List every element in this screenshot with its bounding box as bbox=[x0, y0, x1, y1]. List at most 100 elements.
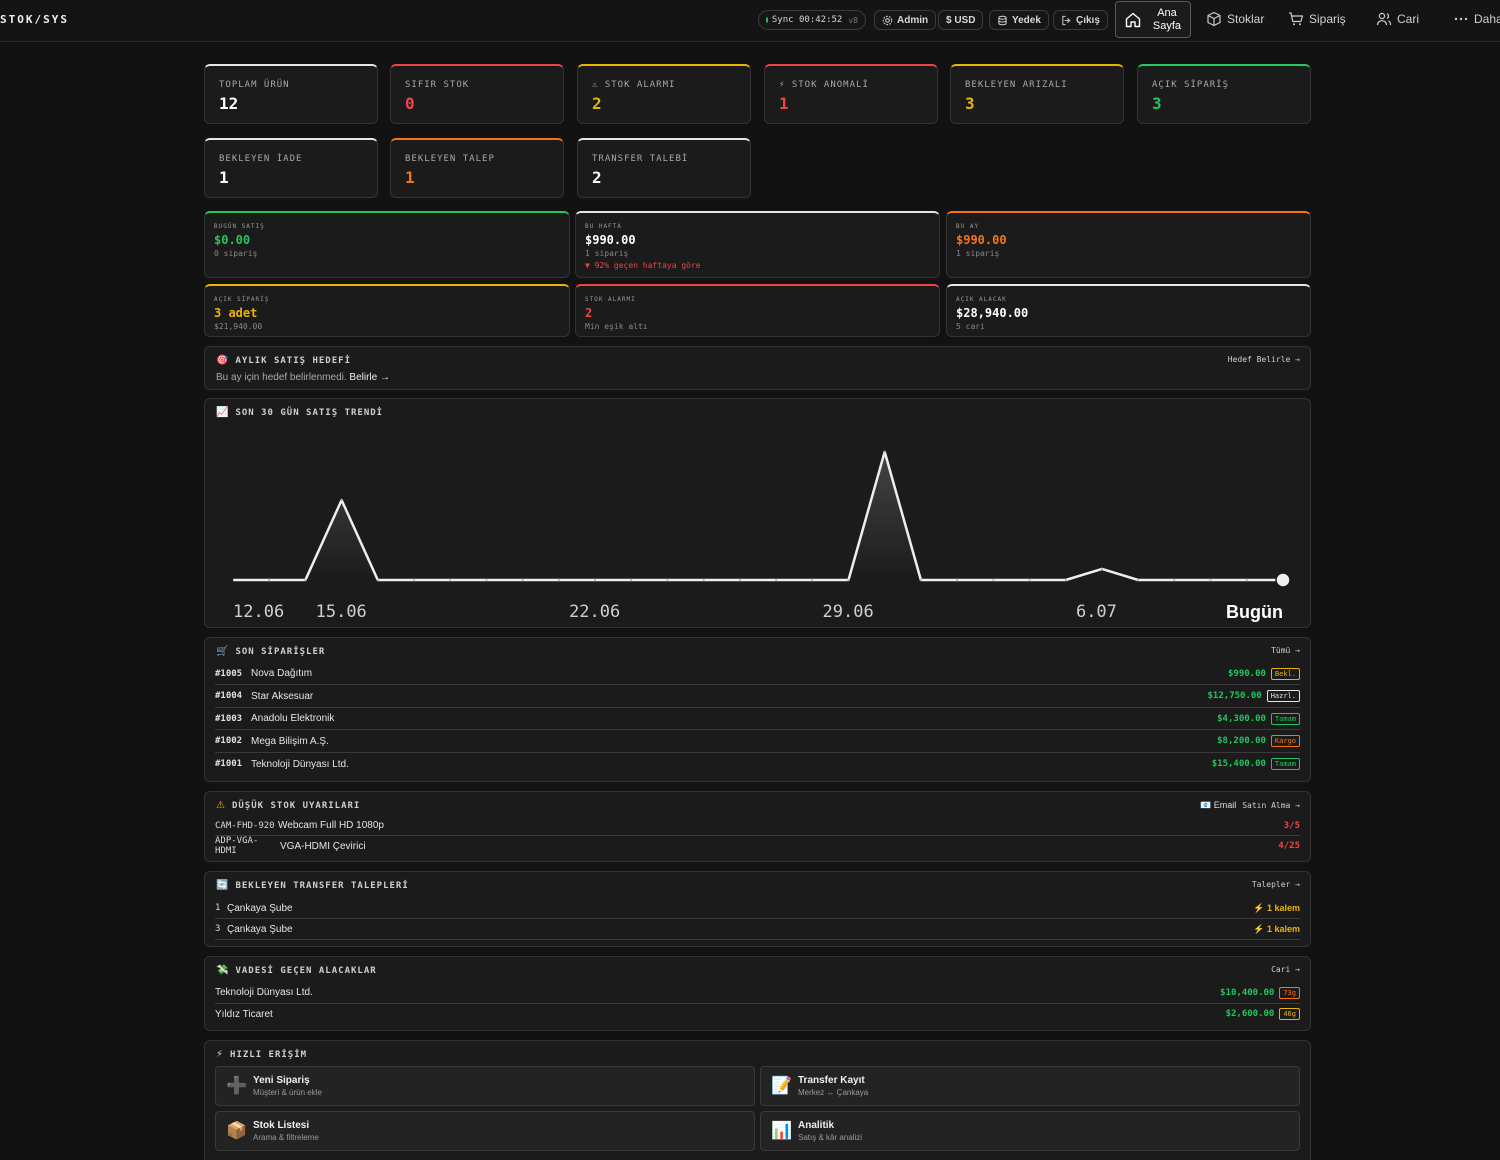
stat-card-stock-anomaly[interactable]: ⚡ STOK ANOMALİ 1 bbox=[764, 64, 938, 124]
stat-value: 12 bbox=[219, 94, 239, 113]
nav-orders[interactable]: Sipariş bbox=[1288, 11, 1346, 27]
all-orders-link[interactable]: Tümü → bbox=[1271, 646, 1300, 655]
stat-card-open-orders[interactable]: AÇIK SİPARİŞ 3 bbox=[1137, 64, 1311, 124]
quick-new-order[interactable]: ➕ Yeni Sipariş Müşteri & ürün ekle bbox=[215, 1066, 755, 1106]
stat-label: AÇIK SİPARİŞ bbox=[1152, 80, 1230, 90]
quick-sub: Satış & kâr analizi bbox=[798, 1133, 863, 1142]
summary-value: $990.00 bbox=[585, 233, 636, 247]
sync-dot-icon bbox=[766, 17, 768, 23]
nav-more[interactable]: Daha bbox=[1453, 11, 1500, 27]
order-row[interactable]: #1005 Nova Dağıtım $990.00 Bekl. bbox=[215, 663, 1300, 685]
stat-card-zero-stock[interactable]: SIFIR STOK 0 bbox=[390, 64, 564, 124]
sync-label: Sync bbox=[771, 15, 794, 25]
email-button[interactable]: 📧 Email bbox=[1199, 800, 1237, 810]
stat-card-pending-returns[interactable]: BEKLEYEN İADE 1 bbox=[204, 138, 378, 198]
refresh-icon: 🔄 bbox=[216, 880, 230, 891]
stat-label: ⚡ STOK ANOMALİ bbox=[779, 80, 869, 90]
summary-trend: ▼ 92% geçen haftaya göre bbox=[585, 261, 701, 270]
backup-button[interactable]: Yedek bbox=[989, 10, 1049, 30]
nav-home[interactable]: Ana Sayfa bbox=[1115, 1, 1191, 38]
summary-card-open-orders[interactable]: AÇIK SİPARİŞ 3 adet $21,940.00 bbox=[204, 284, 570, 337]
section-title: 📈 SON 30 GÜN SATIŞ TRENDİ bbox=[216, 407, 383, 418]
nav-accounts[interactable]: Cari bbox=[1376, 11, 1419, 27]
summary-card-stock-alarm[interactable]: STOK ALARMI 2 Min eşik altı bbox=[575, 284, 940, 337]
section-title-text: AYLIK SATIŞ HEDEFİ bbox=[235, 355, 351, 366]
x-tick-label: Bugün bbox=[1226, 602, 1283, 622]
stat-label: BEKLEYEN ARIZALI bbox=[965, 80, 1068, 90]
section-title: 🛒 SON SİPARİŞLER bbox=[216, 646, 325, 657]
stat-card-stock-alarm[interactable]: ⚠ STOK ALARMI 2 bbox=[577, 64, 751, 124]
quick-title: Analitik bbox=[798, 1120, 835, 1131]
stat-value: 3 bbox=[965, 94, 975, 113]
section-title: 🎯 AYLIK SATIŞ HEDEFİ bbox=[216, 355, 351, 366]
customer-name: Nova Dağıtım bbox=[251, 668, 313, 679]
summary-value: 3 adet bbox=[214, 306, 258, 320]
quick-title: Stok Listesi bbox=[253, 1120, 310, 1131]
x-tick-label: 22.06 bbox=[569, 602, 621, 622]
requests-link[interactable]: Talepler → bbox=[1251, 880, 1300, 889]
summary-card-this-week[interactable]: BU HAFTA $990.00 1 sipariş ▼ 92% geçen h… bbox=[575, 211, 940, 278]
stat-card-pending-requests[interactable]: BEKLEYEN TALEP 1 bbox=[390, 138, 564, 198]
order-amount: $4,300.00 bbox=[1217, 713, 1266, 724]
set-goal-link[interactable]: Hedef Belirle → bbox=[1227, 355, 1300, 364]
trend-line bbox=[233, 450, 1283, 582]
summary-card-open-receivables[interactable]: AÇIK ALACAK $28,940.00 5 cari bbox=[946, 284, 1311, 337]
nav-stock[interactable]: Stoklar bbox=[1206, 11, 1264, 27]
order-amount: $12,750.00 bbox=[1207, 691, 1262, 701]
package-icon: 📦 bbox=[226, 1121, 248, 1141]
order-row[interactable]: #1004 Star Aksesuar $12,750.00 Hazrl. bbox=[215, 686, 1300, 708]
quick-access-panel: ⚡ HIZLI ERİŞİM ➕ Yeni Sipariş Müşteri & … bbox=[204, 1040, 1311, 1160]
logout-button[interactable]: Çıkış bbox=[1053, 10, 1108, 30]
admin-button[interactable]: Admin bbox=[874, 10, 937, 30]
quick-title: Yeni Sipariş bbox=[253, 1075, 310, 1086]
quick-stock-list[interactable]: 📦 Stok Listesi Arama & filtreleme bbox=[215, 1111, 755, 1151]
customer-name: Teknoloji Dünyası Ltd. bbox=[251, 758, 349, 770]
summary-card-today-sales[interactable]: BUGÜN SATIŞ $0.00 0 sipariş bbox=[204, 211, 570, 278]
quick-transfer-record[interactable]: 📝 Transfer Kayıt Merkez ↔ Çankaya bbox=[760, 1066, 1300, 1106]
nav-stock-label: Stoklar bbox=[1227, 12, 1265, 26]
summary-card-this-month[interactable]: BU AY $990.00 1 sipariş bbox=[946, 211, 1311, 278]
money-icon: 💸 bbox=[216, 965, 230, 976]
stat-value: 2 bbox=[592, 168, 602, 187]
transfer-row[interactable]: 3 Çankaya Şube ⚡ 1 kalem bbox=[215, 919, 1300, 940]
admin-label: Admin bbox=[897, 14, 929, 26]
stat-card-pending-faulty[interactable]: BEKLEYEN ARIZALI 3 bbox=[950, 64, 1124, 124]
currency-button[interactable]: $ USD bbox=[938, 10, 984, 30]
order-id: #1001 bbox=[215, 759, 243, 769]
purchase-link[interactable]: Satın Alma → bbox=[1242, 801, 1300, 810]
status-badge: Hazrl. bbox=[1266, 690, 1300, 702]
x-tick-label: 29.06 bbox=[822, 602, 874, 622]
database-icon bbox=[998, 15, 1007, 25]
goal-set-link[interactable]: Belirle → bbox=[349, 372, 390, 383]
nav-accounts-label: Cari bbox=[1397, 12, 1420, 26]
low-stock-row[interactable]: CAM-FHD-920 Webcam Full HD 1080p 3/5 bbox=[215, 816, 1300, 836]
customer-name: Anadolu Elektronik bbox=[251, 713, 335, 724]
order-row[interactable]: #1002 Mega Bilişim A.Ş. $8,200.00 Kargo bbox=[215, 731, 1300, 753]
cart-icon bbox=[1289, 12, 1304, 26]
logout-icon bbox=[1062, 15, 1071, 25]
stat-card-total-products[interactable]: TOPLAM ÜRÜN 12 bbox=[204, 64, 378, 124]
summary-value: $990.00 bbox=[956, 233, 1007, 247]
summary-sub: 1 sipariş bbox=[585, 249, 629, 258]
summary-sub: 0 sipariş bbox=[214, 249, 258, 258]
stat-label: TRANSFER TALEBİ bbox=[592, 154, 689, 164]
home-icon bbox=[1125, 12, 1141, 27]
nav-home-label: Ana Sayfa bbox=[1152, 6, 1182, 32]
quick-analytics[interactable]: 📊 Analitik Satış & kâr analizi bbox=[760, 1111, 1300, 1151]
accounts-link[interactable]: Cari → bbox=[1271, 965, 1300, 974]
brand-logo[interactable]: STOK/SYS bbox=[0, 13, 69, 26]
transfer-row[interactable]: 1 Çankaya Şube ⚡ 1 kalem bbox=[215, 898, 1300, 919]
gear-icon bbox=[882, 15, 893, 25]
quick-sub: Merkez ↔ Çankaya bbox=[798, 1088, 869, 1097]
receivable-row[interactable]: Yıldız Ticaret $2,600.00 46g bbox=[215, 1003, 1300, 1025]
receivable-meta: $2,600.00 46g bbox=[1226, 1008, 1300, 1020]
low-stock-row[interactable]: ADP-VGA-HDMI VGA-HDMI Çevirici 4/25 bbox=[215, 836, 1300, 856]
branch-name: Çankaya Şube bbox=[227, 902, 293, 914]
bar-chart-icon: 📊 bbox=[771, 1121, 793, 1141]
order-row[interactable]: #1001 Teknoloji Dünyası Ltd. $15,400.00 Tam… bbox=[215, 753, 1300, 775]
stat-card-transfer-requests[interactable]: TRANSFER TALEBİ 2 bbox=[577, 138, 751, 198]
order-row[interactable]: #1003 Anadolu Elektronik $4,300.00 Tamam bbox=[215, 708, 1300, 730]
receivable-row[interactable]: Teknoloji Dünyası Ltd. $10,400.00 73g bbox=[215, 982, 1300, 1004]
status-badge: Tamam bbox=[1270, 712, 1300, 725]
summary-label: STOK ALARMI bbox=[585, 296, 636, 303]
